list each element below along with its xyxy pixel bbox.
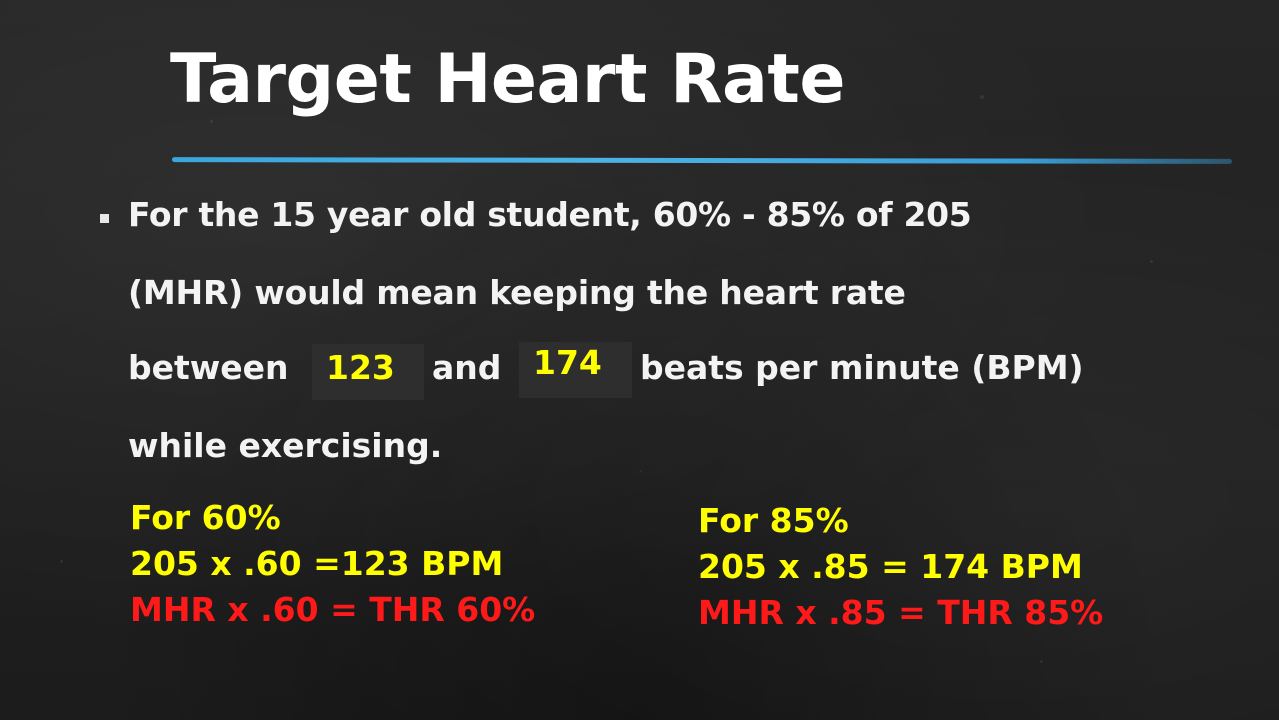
calc-left-equation: 205 x .60 =123 BPM: [130, 544, 504, 583]
chalk-speck: [1040, 660, 1043, 663]
calc-right-equation: 205 x .85 = 174 BPM: [698, 547, 1083, 586]
calc-right-formula: MHR x .85 = THR 85%: [698, 593, 1104, 632]
chalk-speck: [1150, 260, 1153, 263]
chalk-speck: [210, 120, 213, 123]
answer-box-2: [519, 342, 632, 398]
page-title: Target Heart Rate: [170, 40, 846, 119]
bullet-square-icon: [100, 214, 109, 223]
answer-value-1: 123: [326, 348, 395, 387]
title-underline: [171, 157, 1233, 164]
chalk-speck: [980, 95, 984, 99]
bullet-line-2: (MHR) would mean keeping the heart rate: [128, 273, 906, 312]
calc-left-formula: MHR x .60 = THR 60%: [130, 590, 536, 629]
calc-right: For 85% 205 x .85 = 174 BPM MHR x .85 = …: [698, 498, 1103, 636]
bullet-line-3-start: between: [128, 348, 289, 387]
bullet-line-4: while exercising.: [128, 426, 443, 465]
chalk-speck: [640, 470, 642, 472]
answer-box-1: [312, 344, 424, 400]
calc-right-heading: For 85%: [698, 501, 849, 540]
calc-left-heading: For 60%: [130, 498, 281, 537]
chalk-speck: [60, 560, 63, 563]
calc-left: For 60% 205 x .60 =123 BPM MHR x .60 = T…: [130, 495, 535, 633]
bullet-line-3-and: and: [432, 348, 502, 387]
bullet-line-1: For the 15 year old student, 60% - 85% o…: [128, 195, 972, 234]
answer-value-2: 174: [533, 343, 602, 382]
bullet-line-3-end: beats per minute (BPM): [640, 348, 1084, 387]
